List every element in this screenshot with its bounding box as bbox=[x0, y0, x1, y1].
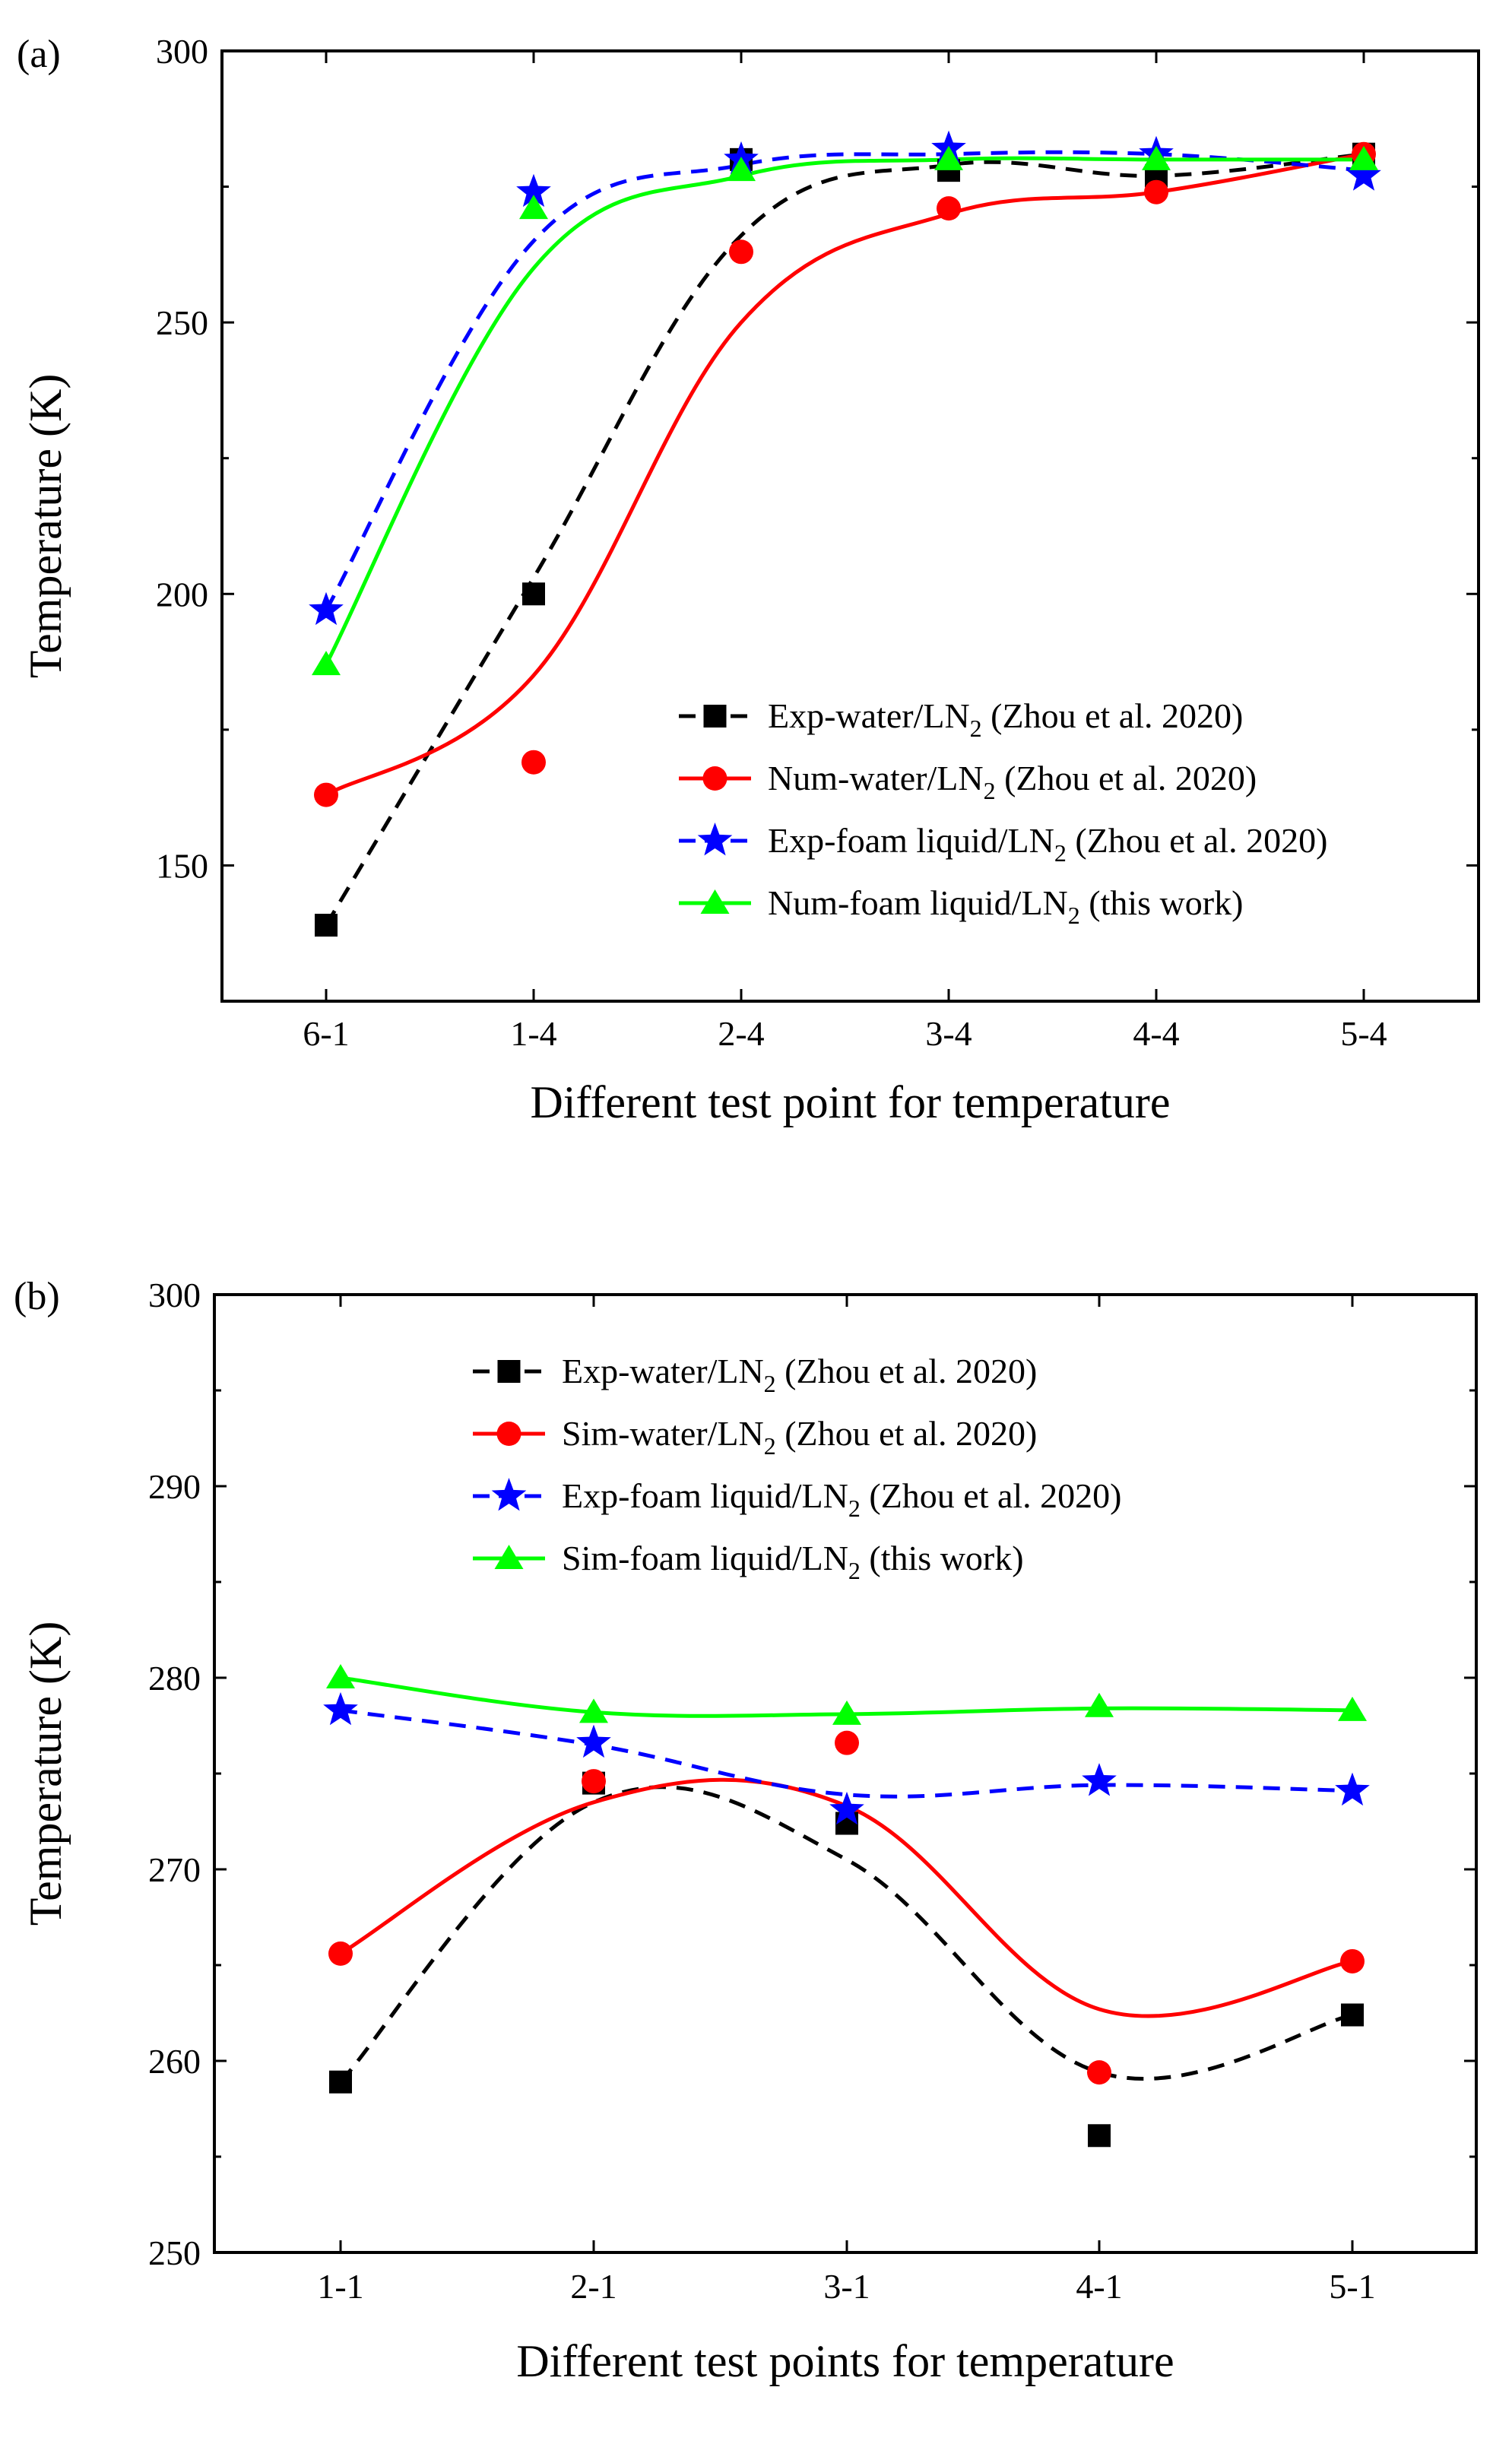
legend: Exp-water/LN2 (Zhou et al. 2020) Sim-wate… bbox=[473, 1352, 1122, 1584]
x-tick-label: 2-4 bbox=[718, 1014, 764, 1053]
data-point-triangle bbox=[519, 195, 548, 220]
plot-frame bbox=[220, 49, 1480, 1003]
legend-marker-triangle bbox=[700, 889, 730, 914]
x-tick-label: 1-1 bbox=[317, 2267, 363, 2306]
data-point-star bbox=[576, 1724, 611, 1758]
data-point-triangle bbox=[934, 145, 963, 170]
legend-marker-star bbox=[697, 823, 733, 856]
chart-panel-a: (a) 150 200 250 300 6-1 1-4 2-4 3-4 4-4 5-4 Differe… bbox=[17, 32, 1480, 1127]
y-tick-label: 280 bbox=[148, 1659, 201, 1698]
x-tick-label: 1-4 bbox=[510, 1014, 556, 1053]
legend-marker-square bbox=[497, 1360, 521, 1383]
legend-label: Exp-water/LN2 (Zhou et al. 2020) bbox=[768, 696, 1243, 742]
data-point-star bbox=[1082, 1763, 1117, 1796]
y-tick-label: 250 bbox=[156, 303, 208, 342]
data-point-star bbox=[1346, 157, 1381, 191]
data-point-star bbox=[829, 1791, 864, 1825]
data-point-circle bbox=[729, 239, 753, 265]
legend-label: Exp-water/LN2 (Zhou et al. 2020) bbox=[562, 1352, 1037, 1397]
y-tick-label: 290 bbox=[148, 1467, 201, 1506]
y-axis-label: Temperature (K) bbox=[21, 374, 71, 679]
data-point-square bbox=[522, 582, 545, 606]
data-point-triangle bbox=[579, 1698, 608, 1723]
legend-marker-circle bbox=[702, 766, 727, 791]
legend-label: Sim-foam liquid/LN2 (this work) bbox=[562, 1539, 1024, 1584]
legend-label: Num-water/LN2 (Zhou et al. 2020) bbox=[768, 759, 1257, 804]
y-tick-label: 200 bbox=[156, 575, 208, 613]
x-axis-label: Different test points for temperature bbox=[516, 2336, 1174, 2386]
y-tick-label: 150 bbox=[156, 846, 208, 885]
legend-label: Sim-water/LN2 (Zhou et al. 2020) bbox=[562, 1414, 1037, 1460]
data-point-circle bbox=[314, 782, 338, 807]
x-tick-label: 3-4 bbox=[925, 1014, 972, 1053]
x-tick-label: 2-1 bbox=[570, 2267, 617, 2306]
panel-label: (a) bbox=[17, 33, 61, 76]
x-axis-label: Different test point for temperature bbox=[531, 1077, 1171, 1127]
x-tick-label: 4-1 bbox=[1076, 2267, 1122, 2306]
data-point-triangle bbox=[312, 651, 341, 676]
legend-label: Exp-foam liquid/LN2 (Zhou et al. 2020) bbox=[768, 821, 1328, 867]
data-point-triangle bbox=[1338, 1696, 1367, 1721]
data-point-circle bbox=[1144, 179, 1168, 204]
y-tick-label: 300 bbox=[148, 1276, 201, 1314]
y-tick-label: 300 bbox=[156, 32, 208, 71]
data-point-triangle bbox=[1085, 1692, 1114, 1717]
series-line-triangle bbox=[324, 156, 1365, 666]
legend-marker-star bbox=[491, 1478, 527, 1511]
data-point-square bbox=[329, 2070, 352, 2094]
data-point-star bbox=[516, 173, 551, 208]
data-point-circle bbox=[582, 1769, 606, 1794]
legend-label: Exp-foam liquid/LN2 (Zhou et al. 2020) bbox=[562, 1476, 1122, 1522]
data-point-triangle bbox=[326, 1664, 355, 1688]
legend-marker-square bbox=[703, 705, 727, 728]
data-point-circle bbox=[937, 196, 961, 221]
legend-marker-circle bbox=[496, 1422, 521, 1446]
data-point-circle bbox=[328, 1941, 353, 1966]
data-point-square bbox=[1088, 2124, 1111, 2148]
x-tick-label: 6-1 bbox=[303, 1014, 349, 1053]
data-point-circle bbox=[1087, 2060, 1111, 2085]
data-point-square bbox=[315, 914, 338, 937]
y-tick-label: 270 bbox=[148, 1850, 201, 1889]
data-point-triangle bbox=[1349, 145, 1378, 170]
x-tick-label: 5-1 bbox=[1329, 2267, 1375, 2306]
data-point-circle bbox=[521, 750, 546, 775]
chart-panel-b: (b) 250 260 270 280 290 300 1-1 2-1 3-1 4-1 5-1 Diff… bbox=[14, 1275, 1478, 2386]
data-point-circle bbox=[835, 1730, 859, 1755]
x-tick-label: 3-1 bbox=[823, 2267, 870, 2306]
legend: Exp-water/LN2 (Zhou et al. 2020) Num-wate… bbox=[679, 696, 1328, 929]
x-tick-label: 4-4 bbox=[1133, 1014, 1179, 1053]
legend-marker-triangle bbox=[494, 1545, 524, 1569]
data-point-square bbox=[1341, 2003, 1364, 2027]
series-line-star bbox=[324, 150, 1365, 611]
panel-label: (b) bbox=[14, 1275, 60, 1318]
data-point-triangle bbox=[832, 1700, 861, 1725]
data-point-circle bbox=[1340, 1948, 1365, 1973]
data-point-star bbox=[309, 591, 344, 626]
data-point-triangle bbox=[727, 157, 756, 182]
y-tick-label: 250 bbox=[148, 2233, 201, 2272]
series-line-square bbox=[324, 152, 1365, 927]
data-point-star bbox=[1335, 1772, 1370, 1806]
y-axis-label: Temperature (K) bbox=[21, 1622, 71, 1926]
series-line-star bbox=[340, 1708, 1353, 1799]
y-tick-label: 260 bbox=[148, 2042, 201, 2081]
data-point-star bbox=[323, 1691, 358, 1726]
data-point-triangle bbox=[1142, 145, 1171, 170]
legend-label: Num-foam liquid/LN2 (this work) bbox=[768, 883, 1243, 929]
x-tick-label: 5-4 bbox=[1340, 1014, 1387, 1053]
